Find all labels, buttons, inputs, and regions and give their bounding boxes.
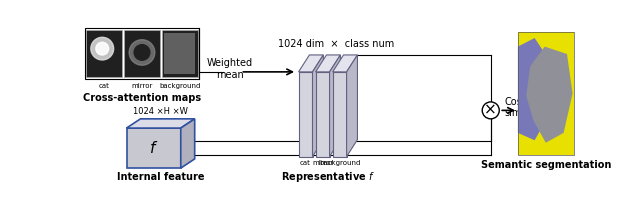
Circle shape (129, 40, 155, 65)
Text: 1024 ×H ×W: 1024 ×H ×W (133, 107, 188, 116)
Polygon shape (316, 55, 340, 72)
Polygon shape (333, 55, 358, 72)
Text: Internal feature: Internal feature (117, 172, 204, 182)
Circle shape (91, 37, 114, 60)
Text: Semantic segmentation: Semantic segmentation (481, 160, 611, 170)
Polygon shape (518, 32, 573, 155)
Circle shape (96, 42, 109, 55)
Polygon shape (298, 55, 323, 72)
Polygon shape (526, 47, 573, 143)
Polygon shape (330, 55, 340, 157)
Text: mirror: mirror (312, 160, 333, 166)
Text: cat: cat (99, 83, 109, 89)
Polygon shape (162, 30, 198, 77)
Polygon shape (298, 72, 312, 157)
Text: Cross-attention maps: Cross-attention maps (83, 93, 201, 103)
Polygon shape (518, 38, 554, 140)
Polygon shape (347, 55, 358, 157)
Text: Cosine
similarity: Cosine similarity (505, 97, 550, 118)
Text: ×: × (484, 103, 497, 118)
Polygon shape (333, 72, 347, 157)
Text: Weighted
mean: Weighted mean (207, 58, 253, 80)
Text: background: background (159, 83, 201, 89)
Polygon shape (164, 33, 195, 74)
Circle shape (134, 45, 150, 60)
Polygon shape (127, 119, 195, 128)
Text: Representative $f$: Representative $f$ (281, 170, 375, 184)
Circle shape (482, 102, 499, 119)
Polygon shape (86, 30, 122, 77)
Polygon shape (180, 119, 195, 168)
Text: mirror: mirror (131, 83, 153, 89)
Polygon shape (124, 30, 160, 77)
Text: background: background (319, 160, 360, 166)
Polygon shape (316, 72, 330, 157)
Text: $f$: $f$ (149, 140, 158, 156)
Polygon shape (127, 128, 180, 168)
Text: cat: cat (300, 160, 311, 166)
Polygon shape (312, 55, 323, 157)
Text: 1024 dim  ×  class num: 1024 dim × class num (278, 39, 394, 49)
